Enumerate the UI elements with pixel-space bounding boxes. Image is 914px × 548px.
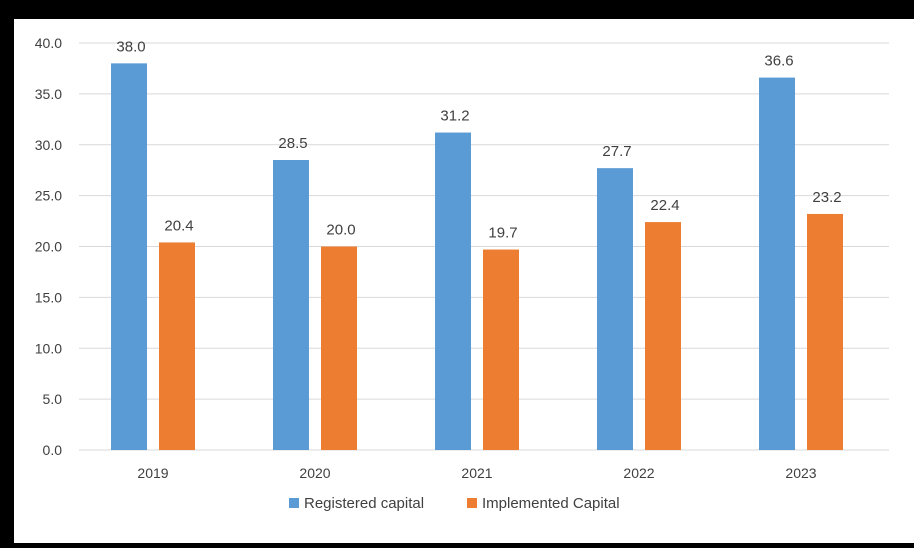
y-axis-ticks: 0.0 5.0 10.0 15.0 20.0 25.0 30.0 35.0 40.0 xyxy=(35,35,62,458)
bar-registered-2021 xyxy=(435,132,471,450)
legend: Registered capital Implemented Capital xyxy=(289,495,620,512)
data-labels: 38.0 20.4 28.5 20.0 31.2 19.7 27.7 22.4 36.6 23.2 xyxy=(116,38,841,241)
bar-implemented-2023 xyxy=(807,213,843,450)
x-tick-label: 2021 xyxy=(461,465,492,481)
y-tick-label: 10.0 xyxy=(35,340,62,356)
x-tick-label: 2020 xyxy=(299,465,330,481)
gridlines xyxy=(79,42,889,451)
bar-registered-2019 xyxy=(111,63,147,450)
bar-registered-2020 xyxy=(273,160,309,450)
bar-chart: 0.0 5.0 10.0 15.0 20.0 25.0 30.0 35.0 40.0 38.0 2… xyxy=(35,35,889,512)
bar-implemented-2022 xyxy=(645,222,681,450)
y-tick-label: 25.0 xyxy=(35,188,62,204)
y-tick-label: 5.0 xyxy=(43,391,63,407)
data-label-implemented-2023: 23.2 xyxy=(812,189,841,206)
legend-swatch-implemented xyxy=(467,498,477,508)
y-tick-label: 30.0 xyxy=(35,137,62,153)
y-tick-label: 20.0 xyxy=(35,239,62,255)
x-axis-ticks: 2019 2020 2021 2022 2023 xyxy=(137,465,816,481)
bar-implemented-2019 xyxy=(159,242,195,450)
data-label-registered-2021: 31.2 xyxy=(440,108,469,125)
bar-registered-2022 xyxy=(597,168,633,450)
y-tick-label: 40.0 xyxy=(35,35,62,51)
x-tick-label: 2023 xyxy=(785,465,816,481)
bars xyxy=(111,63,843,450)
y-tick-label: 15.0 xyxy=(35,289,62,305)
data-label-registered-2023: 36.6 xyxy=(764,53,793,70)
y-tick-label: 0.0 xyxy=(43,442,63,458)
data-label-registered-2022: 27.7 xyxy=(602,143,631,160)
legend-label-implemented: Implemented Capital xyxy=(482,495,620,512)
bar-implemented-2020 xyxy=(321,246,357,450)
legend-label-registered: Registered capital xyxy=(304,495,424,512)
data-label-implemented-2021: 19.7 xyxy=(488,225,517,242)
legend-swatch-registered xyxy=(289,498,299,508)
data-label-registered-2020: 28.5 xyxy=(278,135,307,152)
y-tick-label: 35.0 xyxy=(35,86,62,102)
data-label-registered-2019: 38.0 xyxy=(116,38,145,55)
chart-panel: 0.0 5.0 10.0 15.0 20.0 25.0 30.0 35.0 40.0 38.0 2… xyxy=(14,19,914,543)
data-label-implemented-2019: 20.4 xyxy=(164,217,193,234)
bar-registered-2023 xyxy=(759,77,795,450)
x-tick-label: 2022 xyxy=(623,465,654,481)
bar-implemented-2021 xyxy=(483,249,519,450)
data-label-implemented-2020: 20.0 xyxy=(326,222,355,239)
x-tick-label: 2019 xyxy=(137,465,168,481)
data-label-implemented-2022: 22.4 xyxy=(650,197,679,214)
